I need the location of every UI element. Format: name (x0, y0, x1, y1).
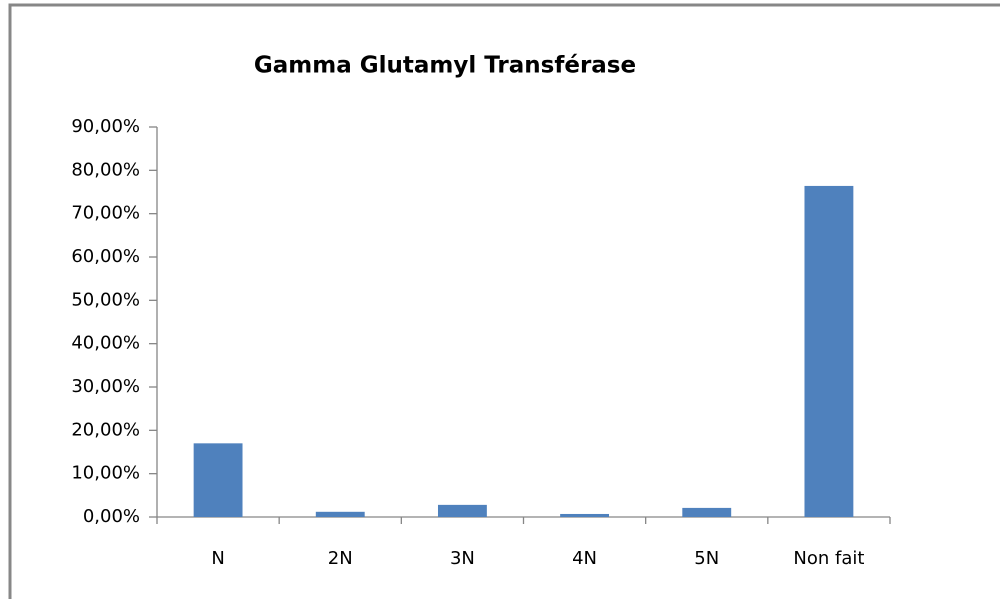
y-tick-label: 20,00% (71, 419, 140, 440)
bar (560, 513, 610, 517)
y-tick-label: 90,00% (71, 116, 140, 137)
bar (315, 511, 365, 517)
bar (682, 507, 732, 517)
x-tick-label: 4N (572, 548, 597, 569)
y-tick-label: 30,00% (71, 376, 140, 397)
y-tick-label: 10,00% (71, 463, 140, 484)
bar (804, 185, 854, 517)
x-tick-label: N (211, 548, 224, 569)
chart-title: Gamma Glutamyl Transférase (254, 53, 636, 79)
y-tick-label: 40,00% (71, 333, 140, 354)
y-tick-label: 80,00% (71, 159, 140, 180)
x-tick-label: 3N (450, 548, 475, 569)
x-tick-label: Non fait (793, 548, 864, 569)
bar (193, 443, 243, 517)
y-tick-label: 70,00% (71, 203, 140, 224)
y-tick-label: 60,00% (71, 246, 140, 267)
y-tick-label: 50,00% (71, 289, 140, 310)
y-tick-label: 0,00% (83, 506, 140, 527)
bar (437, 504, 487, 517)
x-tick-label: 5N (694, 548, 719, 569)
x-tick-label: 2N (328, 548, 353, 569)
